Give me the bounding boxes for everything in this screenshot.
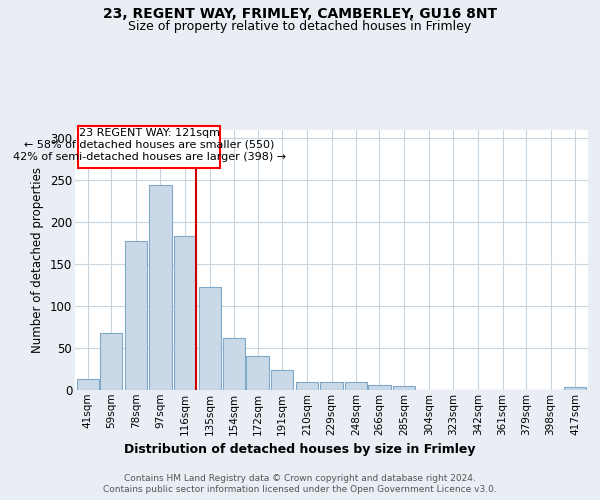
Bar xyxy=(125,240,147,390)
Y-axis label: Number of detached properties: Number of detached properties xyxy=(31,167,44,353)
Text: ← 58% of detached houses are smaller (550): ← 58% of detached houses are smaller (55… xyxy=(24,140,274,150)
Bar xyxy=(564,388,586,390)
Text: Size of property relative to detached houses in Frimley: Size of property relative to detached ho… xyxy=(128,20,472,33)
Bar xyxy=(320,382,343,390)
Bar xyxy=(223,338,245,390)
Bar xyxy=(100,333,122,390)
Bar xyxy=(368,385,391,390)
Bar xyxy=(345,382,367,390)
Text: Distribution of detached houses by size in Frimley: Distribution of detached houses by size … xyxy=(124,442,476,456)
Text: Contains public sector information licensed under the Open Government Licence v3: Contains public sector information licen… xyxy=(103,485,497,494)
Text: 23, REGENT WAY, FRIMLEY, CAMBERLEY, GU16 8NT: 23, REGENT WAY, FRIMLEY, CAMBERLEY, GU16… xyxy=(103,8,497,22)
Text: 42% of semi-detached houses are larger (398) →: 42% of semi-detached houses are larger (… xyxy=(13,152,286,162)
Bar xyxy=(199,287,221,390)
Bar xyxy=(174,236,196,390)
Bar xyxy=(271,370,293,390)
Bar xyxy=(247,356,269,390)
Bar xyxy=(149,184,172,390)
Bar xyxy=(77,379,99,390)
Bar xyxy=(296,382,318,390)
Text: 23 REGENT WAY: 121sqm: 23 REGENT WAY: 121sqm xyxy=(79,128,220,138)
Text: Contains HM Land Registry data © Crown copyright and database right 2024.: Contains HM Land Registry data © Crown c… xyxy=(124,474,476,483)
Bar xyxy=(393,386,415,390)
